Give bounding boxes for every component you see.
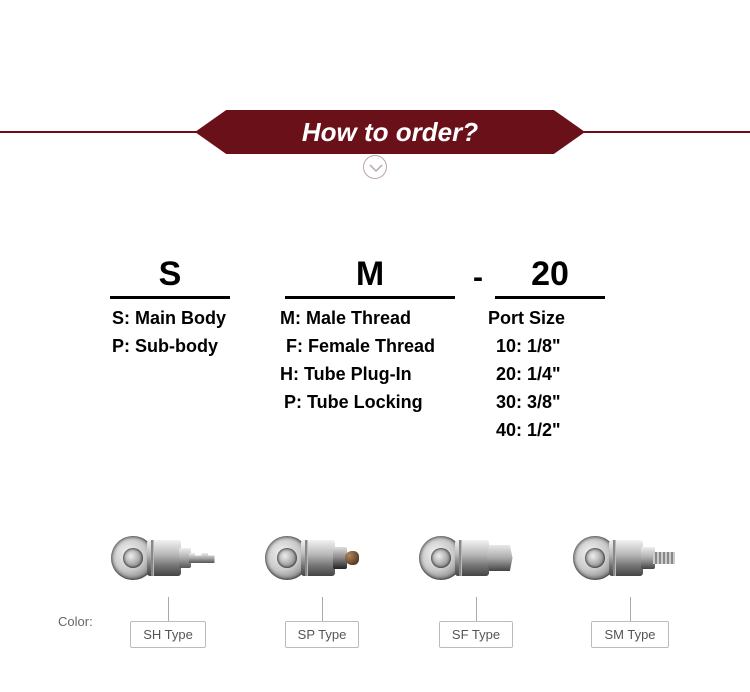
leader-line	[630, 597, 631, 621]
legend-col-3: Port Size 10: 1/8" 20: 1/4" 30: 3/8" 40:…	[488, 305, 648, 444]
product-sm: SM Type	[570, 520, 690, 648]
product-label: SF Type	[439, 621, 513, 648]
code-part-3: 20	[495, 255, 605, 299]
code-part-2: M	[285, 255, 455, 299]
product-sh: SH Type	[108, 520, 228, 648]
leader-line	[322, 597, 323, 621]
legend-header: Port Size	[488, 305, 648, 333]
legend-item: F: Female Thread	[280, 333, 488, 361]
coupler-sh-icon	[111, 520, 226, 595]
product-sp: SP Type	[262, 520, 382, 648]
product-sf: SF Type	[416, 520, 536, 648]
legend: S: Main Body P: Sub-body M: Male Thread …	[112, 305, 648, 444]
leader-line	[476, 597, 477, 621]
order-code-row: S M - 20	[110, 255, 650, 299]
code-dash: -	[473, 261, 483, 295]
code-part-1: S	[110, 255, 230, 299]
legend-item: P: Sub-body	[112, 333, 280, 361]
chevron-down-icon	[363, 155, 387, 179]
product-label: SH Type	[130, 621, 206, 648]
title-banner: How to order?	[0, 110, 750, 154]
legend-item: S: Main Body	[112, 305, 280, 333]
legend-item: 20: 1/4"	[488, 361, 648, 389]
legend-item: H: Tube Plug-In	[280, 361, 488, 389]
banner-title: How to order?	[195, 110, 585, 154]
legend-item: 10: 1/8"	[488, 333, 648, 361]
product-row: SH Type SP Type SF Type SM Type	[108, 520, 690, 648]
legend-item: M: Male Thread	[280, 305, 488, 333]
coupler-sf-icon	[419, 520, 534, 595]
legend-item: 40: 1/2"	[488, 417, 648, 445]
product-label: SP Type	[285, 621, 360, 648]
coupler-sm-icon	[573, 520, 688, 595]
product-label: SM Type	[591, 621, 668, 648]
legend-col-1: S: Main Body P: Sub-body	[112, 305, 280, 444]
legend-col-2: M: Male Thread F: Female Thread H: Tube …	[280, 305, 488, 444]
legend-item: P: Tube Locking	[280, 389, 488, 417]
color-label: Color:	[58, 614, 93, 629]
coupler-sp-icon	[265, 520, 380, 595]
legend-item: 30: 3/8"	[488, 389, 648, 417]
leader-line	[168, 597, 169, 621]
